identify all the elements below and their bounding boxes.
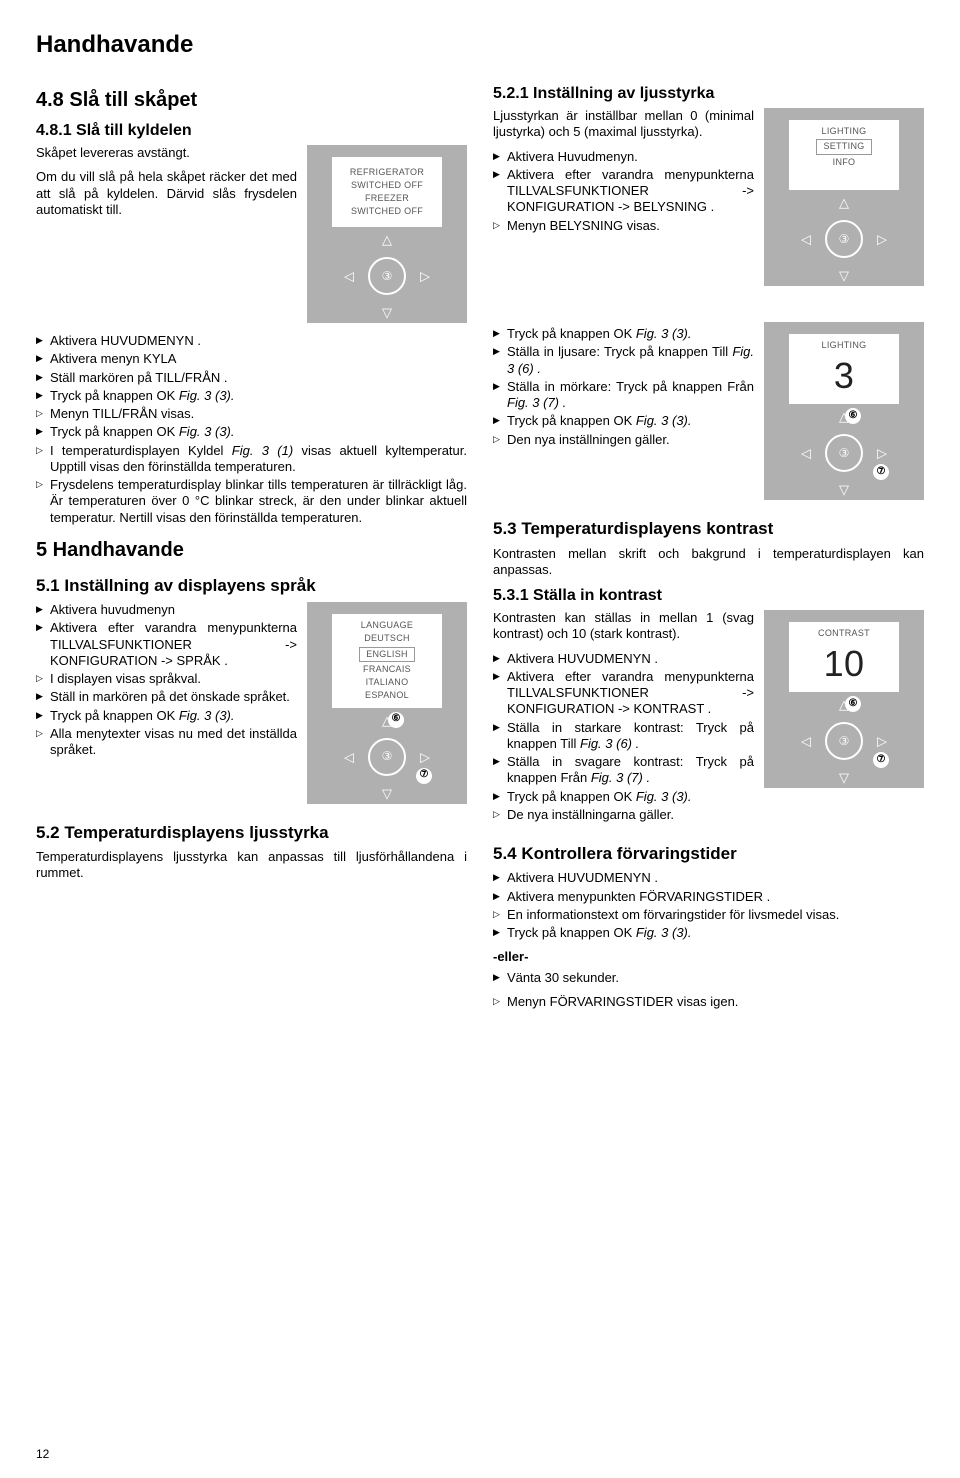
layout-columns: 4.8 Slå till skåpet 4.8.1 Slå till kylde… (36, 76, 924, 1018)
heading-4-8: 4.8 Slå till skåpet (36, 88, 467, 113)
step-list-5-4b: Vänta 30 sekunder. (493, 970, 924, 986)
fig-ref: Fig. 3 (3). (636, 925, 692, 940)
dpad-ok-button: ③ (368, 257, 406, 295)
step-result: I temperaturdisplayen Kyldel Fig. 3 (1) … (36, 443, 467, 476)
step: Ställ markören på TILL/FRÅN . (36, 370, 467, 386)
step: Ställa in mörkare: Tryck på knappen Från… (493, 379, 924, 412)
step: Ställa in ljusare: Tryck på knappen Till… (493, 344, 924, 377)
lcd-line: REFRIGERATOR (350, 167, 424, 178)
lcd-line: FREEZER (365, 193, 409, 204)
badge-7: ⑦ (416, 768, 432, 784)
step: Tryck på knappen OK Fig. 3 (3). (36, 388, 467, 404)
step-list-5-3-1: Aktivera HUVUDMENYN . Aktivera efter var… (493, 651, 924, 824)
step: Tryck på knappen OK Fig. 3 (3). (493, 789, 924, 805)
heading-4-8-1: 4.8.1 Slå till kyldelen (36, 121, 467, 141)
step: Aktivera menypunkten FÖRVARINGSTIDER . (493, 889, 924, 905)
fig-ref: Fig. 3 (3). (179, 388, 235, 403)
step-result: Frysdelens temperaturdisplay blinkar til… (36, 477, 467, 526)
dpad-right-icon: ▷ (877, 447, 887, 460)
step-result: Alla menytexter visas nu med det inställ… (36, 726, 467, 759)
step: Aktivera HUVUDMENYN . (36, 333, 467, 349)
dpad-down-icon: ▽ (839, 269, 849, 282)
step-list-5-1: Aktivera huvudmenyn Aktivera efter varan… (36, 602, 467, 758)
step: Tryck på knappen OK Fig. 3 (3). (493, 413, 924, 429)
step-result: Den nya inställningen gäller. (493, 432, 924, 448)
fig-ref: Fig. 3 (3). (179, 424, 235, 439)
heading-5-4: 5.4 Kontrollera förvaringstider (493, 843, 924, 864)
heading-5: 5 Handhavande (36, 538, 467, 563)
step: Ställ in markören på det önskade språket… (36, 689, 467, 705)
fig-ref: Fig. 3 (7) . (507, 395, 566, 410)
dpad-right-icon: ▷ (420, 270, 430, 283)
lcd-refrigerator: REFRIGERATOR SWITCHED OFF FREEZER SWITCH… (332, 157, 442, 227)
step-result: De nya inställningarna gäller. (493, 807, 924, 823)
step-result: Menyn FÖRVARINGSTIDER visas igen. (493, 994, 924, 1010)
step: Tryck på knappen OK Fig. 3 (3). (36, 708, 467, 724)
right-column: 5.2.1 Inställning av ljusstyrka LIGHTING… (493, 76, 924, 1018)
paragraph: Temperaturdisplayens ljusstyrka kan anpa… (36, 849, 467, 882)
step-list-4-8: Aktivera HUVUDMENYN . Aktivera menyn KYL… (36, 333, 467, 526)
fig-ref: Fig. 3 (3). (636, 413, 692, 428)
fig-ref: Fig. 3 (7) . (591, 770, 650, 785)
dpad-down-icon: ▽ (382, 787, 392, 800)
step-list-5-4c: Menyn FÖRVARINGSTIDER visas igen. (493, 994, 924, 1010)
step-result: Menyn BELYSNING visas. (493, 218, 924, 234)
dpad: △ ▽ ◁ ▷ ③ (348, 237, 426, 315)
step-list-5-2-1a: Aktivera Huvudmenyn. Aktivera efter vara… (493, 149, 924, 234)
or-text: -eller- (493, 949, 924, 965)
left-column: 4.8 Slå till skåpet 4.8.1 Slå till kylde… (36, 76, 467, 1018)
dpad-down-icon: ▽ (839, 483, 849, 496)
dpad-up-icon: △ (382, 233, 392, 246)
lcd-line: LIGHTING (822, 126, 867, 137)
fig-ref: Fig. 3 (6) . (507, 344, 754, 375)
step: Aktivera efter varandra menypunkterna TI… (36, 620, 467, 669)
step: Tryck på knappen OK Fig. 3 (3). (36, 424, 467, 440)
step: Ställa in svagare kontrast: Tryck på kna… (493, 754, 924, 787)
fig-ref: Fig. 3 (1) (232, 443, 293, 458)
step: Aktivera huvudmenyn (36, 602, 467, 618)
page-title: Handhavande (36, 30, 924, 60)
step-result: Menyn TILL/FRÅN visas. (36, 406, 467, 422)
step: Ställa in starkare kontrast: Tryck på kn… (493, 720, 924, 753)
dpad-left-icon: ◁ (801, 447, 811, 460)
step: Aktivera HUVUDMENYN . (493, 870, 924, 886)
step: Aktivera efter varandra menypunkterna TI… (493, 167, 924, 216)
heading-5-3: 5.3 Temperaturdisplayens kontrast (493, 518, 924, 539)
step: Tryck på knappen OK Fig. 3 (3). (493, 326, 924, 342)
step: Aktivera Huvudmenyn. (493, 149, 924, 165)
lcd-line: SWITCHED OFF (351, 206, 423, 217)
fig-ref: Fig. 3 (6) . (580, 736, 639, 751)
step: Aktivera HUVUDMENYN . (493, 651, 924, 667)
step: Vänta 30 sekunder. (493, 970, 924, 986)
fig-ref: Fig. 3 (3). (636, 326, 692, 341)
dpad-left-icon: ◁ (801, 233, 811, 246)
badge-7: ⑦ (873, 464, 889, 480)
lcd-line: SWITCHED OFF (351, 180, 423, 191)
dpad-left-icon: ◁ (344, 270, 354, 283)
step: Aktivera efter varandra menypunkterna TI… (493, 669, 924, 718)
heading-5-3-1: 5.3.1 Ställa in kontrast (493, 586, 924, 606)
step: Aktivera menyn KYLA (36, 351, 467, 367)
dpad-down-icon: ▽ (382, 306, 392, 319)
step: Tryck på knappen OK Fig. 3 (3). (493, 925, 924, 941)
fig-ref: Fig. 3 (3). (636, 789, 692, 804)
heading-5-1: 5.1 Inställning av displayens språk (36, 575, 467, 596)
dpad-right-icon: ▷ (877, 233, 887, 246)
page-number: 12 (36, 1447, 49, 1462)
fig-ref: Fig. 3 (3). (179, 708, 235, 723)
step-list-5-4a: Aktivera HUVUDMENYN . Aktivera menypunkt… (493, 870, 924, 941)
paragraph: Kontrasten mellan skrift och bakgrund i … (493, 546, 924, 579)
heading-5-2-1: 5.2.1 Inställning av ljusstyrka (493, 84, 924, 104)
step-result: I displayen visas språkval. (36, 671, 467, 687)
heading-5-2: 5.2 Temperaturdisplayens ljusstyrka (36, 822, 467, 843)
step-list-5-2-1b: Tryck på knappen OK Fig. 3 (3). Ställa i… (493, 326, 924, 448)
display-refrigerator: REFRIGERATOR SWITCHED OFF FREEZER SWITCH… (307, 145, 467, 323)
lcd-line: CONTRAST (818, 628, 870, 639)
step-result: En informationstext om förvaringstider f… (493, 907, 924, 923)
